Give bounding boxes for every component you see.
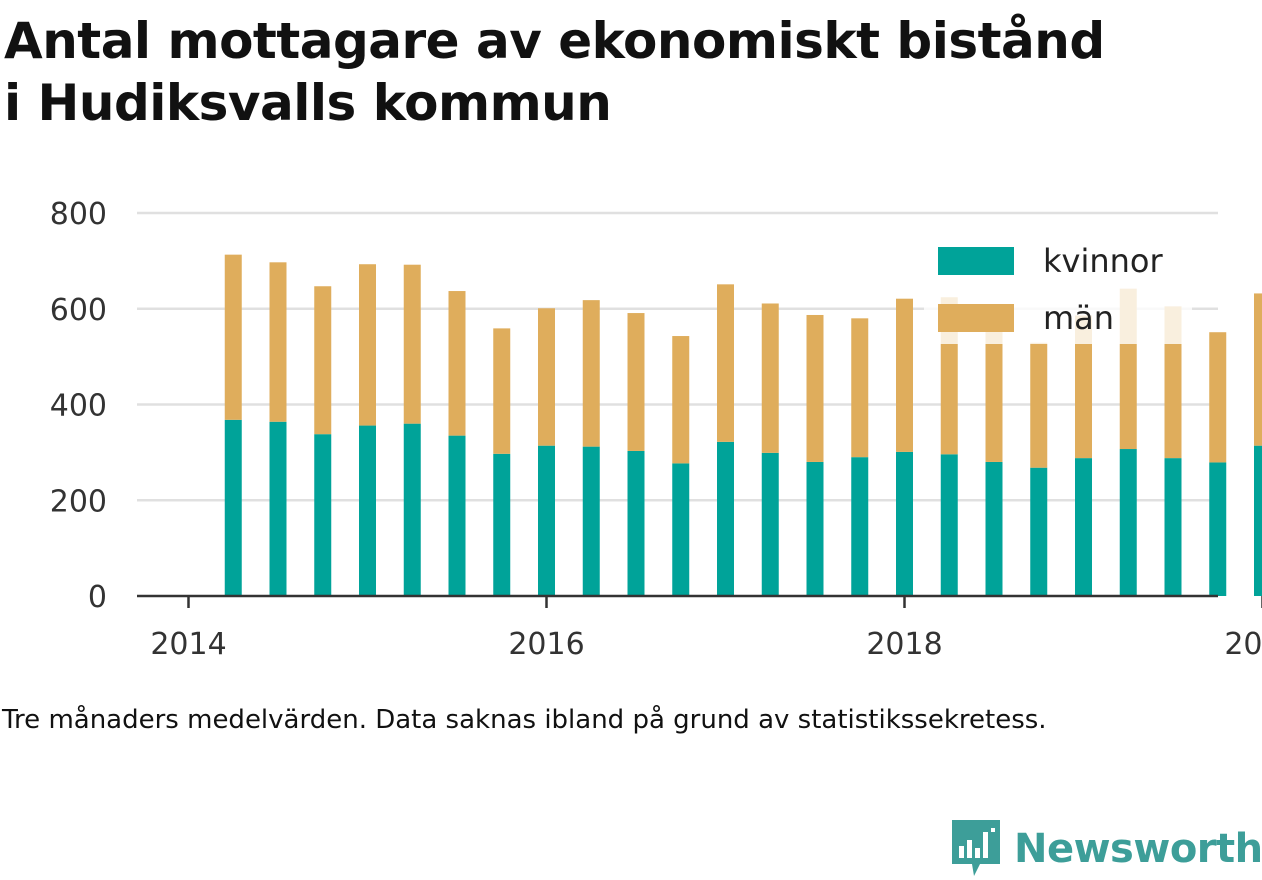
y-tick-label: 600	[50, 293, 107, 328]
bar-kvinnor	[717, 441, 734, 596]
x-axis: 201420162018202020222024	[137, 594, 1262, 662]
chart-title-line1: Antal mottagare av ekonomiskt bistånd	[4, 12, 1105, 70]
y-tick-label: 0	[88, 580, 107, 615]
bar-man	[672, 336, 690, 464]
legend-label: kvinnor	[1043, 242, 1164, 280]
bar-man	[717, 284, 734, 442]
y-tick-label: 400	[50, 389, 107, 424]
bar-man	[1075, 315, 1092, 459]
bar-man	[1164, 306, 1182, 459]
bar-man	[1030, 342, 1048, 468]
bar-man	[627, 313, 645, 451]
chart-title: Antal mottagare av ekonomiskt bistånd i …	[4, 10, 1254, 134]
bar-kvinnor	[985, 461, 1003, 596]
bar-man	[269, 262, 287, 422]
bar-kvinnor	[1075, 458, 1092, 596]
bar-kvinnor	[448, 435, 466, 596]
bar-kvinnor	[538, 445, 555, 596]
bar-kvinnor	[493, 453, 511, 596]
bar-man	[896, 298, 913, 452]
bar-man	[538, 308, 555, 446]
bar-kvinnor	[1254, 445, 1262, 596]
bar-kvinnor	[224, 419, 242, 596]
bar-kvinnor	[896, 451, 913, 596]
legend-swatch	[938, 304, 1014, 332]
bar-kvinnor	[1030, 467, 1048, 596]
bar-man	[403, 264, 421, 424]
bars	[224, 254, 1262, 596]
bar-kvinnor	[314, 434, 332, 596]
bar-man	[1254, 293, 1262, 446]
y-tick-label: 200	[50, 484, 107, 519]
bar-man	[582, 300, 600, 447]
x-tick-label: 2020	[1224, 627, 1262, 662]
chart-title-line2: i Hudiksvalls kommun	[4, 74, 612, 132]
bar-man	[224, 254, 242, 420]
bar-kvinnor	[1209, 462, 1227, 596]
bar-kvinnor	[672, 463, 690, 596]
bar-kvinnor	[403, 423, 421, 596]
chart-footnote: Tre månaders medelvärden. Data saknas ib…	[2, 705, 1047, 735]
bar-man	[314, 286, 332, 435]
brand-logo: Newsworthy	[950, 818, 1262, 880]
bar-kvinnor	[627, 450, 645, 596]
legend: kvinnor män	[924, 236, 1192, 344]
bar-kvinnor	[269, 421, 287, 596]
bar-man	[985, 317, 1003, 462]
x-tick-label: 2016	[508, 627, 584, 662]
bar-kvinnor	[761, 452, 779, 596]
brand-name: Newsworthy	[1014, 826, 1262, 872]
bar-man	[806, 314, 824, 462]
legend-swatch	[938, 247, 1014, 275]
bar-kvinnor	[582, 446, 600, 596]
bar-man	[761, 303, 779, 453]
bar-kvinnor	[1119, 449, 1137, 596]
bar-man	[448, 291, 466, 436]
bar-man	[1209, 332, 1227, 463]
bar-man	[851, 318, 869, 458]
y-axis-labels: 0 200 400 600 800	[50, 197, 107, 615]
bar-kvinnor	[851, 457, 869, 596]
x-tick-label: 2018	[866, 627, 942, 662]
y-tick-label: 800	[50, 197, 107, 232]
x-tick-label: 2014	[150, 627, 226, 662]
bar-kvinnor	[359, 425, 376, 596]
legend-label: män	[1043, 299, 1114, 337]
bar-man	[359, 264, 376, 426]
bar-kvinnor	[940, 454, 958, 596]
bar-kvinnor	[1164, 458, 1182, 596]
bar-kvinnor	[806, 461, 824, 596]
bar-man	[493, 328, 511, 454]
newsworthy-logo-icon	[952, 820, 1000, 876]
